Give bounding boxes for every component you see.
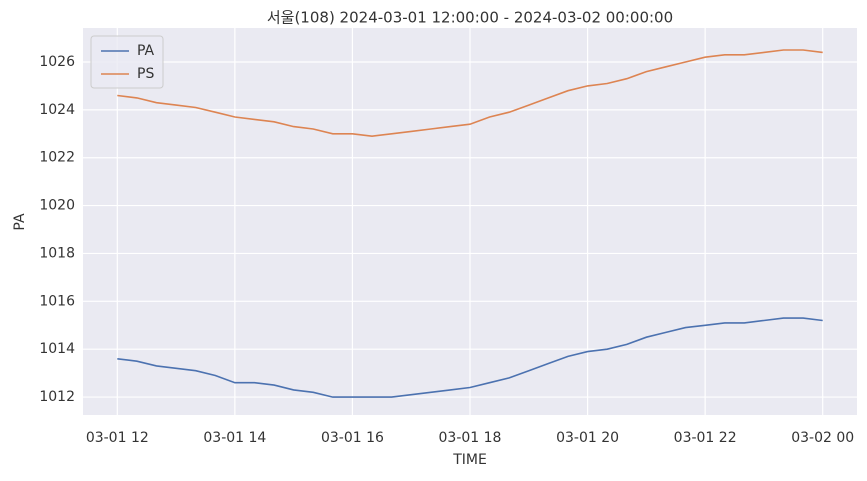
y-tick-label: 1012 — [39, 389, 75, 405]
y-tick-label: 1016 — [39, 293, 75, 309]
x-tick-label: 03-01 12 — [86, 430, 149, 446]
x-tick-label: 03-01 22 — [674, 430, 737, 446]
x-tick-label: 03-01 20 — [556, 430, 619, 446]
x-tick-label: 03-02 00 — [791, 430, 854, 446]
legend-box — [90, 35, 164, 89]
x-tick-label: 03-01 18 — [439, 430, 502, 446]
x-axis-label: TIME — [452, 452, 487, 468]
y-tick-label: 1022 — [39, 150, 75, 166]
y-tick-label: 1020 — [39, 198, 75, 214]
chart-title: 서울(108) 2024-03-01 12:00:00 - 2024-03-02… — [267, 9, 673, 27]
legend-label: PA — [137, 43, 155, 59]
x-tick-label: 03-01 14 — [203, 430, 266, 446]
y-tick-label: 1026 — [39, 54, 75, 70]
y-axis-label: PA — [12, 213, 28, 231]
data-line — [117, 49, 823, 138]
data-line — [117, 317, 823, 398]
y-tick-label: 1014 — [39, 341, 75, 357]
x-tick-label: 03-01 16 — [321, 430, 384, 446]
y-tick-label: 1024 — [39, 102, 75, 118]
legend-label: PS — [137, 66, 154, 82]
y-tick-label: 1018 — [39, 245, 75, 261]
